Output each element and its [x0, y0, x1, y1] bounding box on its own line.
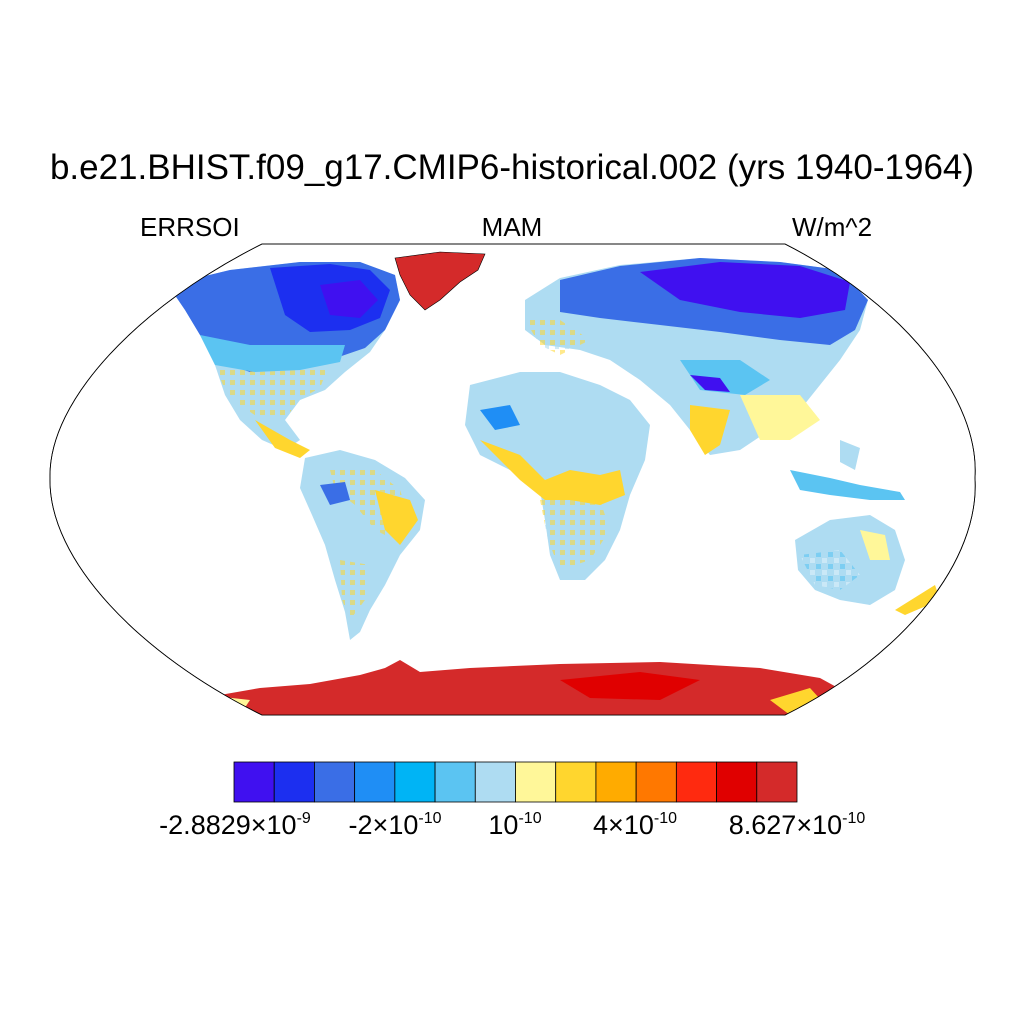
- south-america: [300, 450, 425, 640]
- greenland: [394, 251, 486, 311]
- colorbar-box: [595, 761, 637, 803]
- colorbar-box: [354, 761, 396, 803]
- colorbar-tick-label: -2.8829×10-9: [159, 810, 311, 840]
- australia: [795, 515, 940, 615]
- colorbar-box: [756, 761, 798, 803]
- variable-label: ERRSOI: [140, 212, 240, 242]
- units-label: W/m^2: [792, 212, 873, 242]
- plot-title: b.e21.BHIST.f09_g17.CMIP6-historical.002…: [49, 148, 975, 187]
- colorbar-tick-label: 10-10: [488, 810, 542, 840]
- colorbar-box: [434, 761, 476, 803]
- colorbar-tick-label: -2×10-10: [348, 810, 442, 840]
- eurasia: [525, 258, 868, 455]
- season-label: MAM: [481, 212, 543, 242]
- colorbar-box: [314, 761, 356, 803]
- africa: [465, 372, 650, 580]
- colorbar-box: [675, 761, 717, 803]
- colorbar-box: [716, 761, 758, 803]
- colorbar-box: [515, 761, 557, 803]
- colorbar-box: [474, 761, 516, 803]
- colorbar-tick-label: 4×10-10: [593, 810, 677, 840]
- colorbar-box: [635, 761, 677, 803]
- colorbar-box: [233, 761, 275, 803]
- colorbar-box: [394, 761, 436, 803]
- colorbar-box: [555, 761, 597, 803]
- antarctica: [200, 660, 900, 715]
- maritime-asia: [790, 440, 905, 500]
- colorbar-tick-label: 8.627×10-10: [728, 810, 866, 840]
- colorbar-box: [273, 761, 315, 803]
- north-america: [168, 262, 400, 458]
